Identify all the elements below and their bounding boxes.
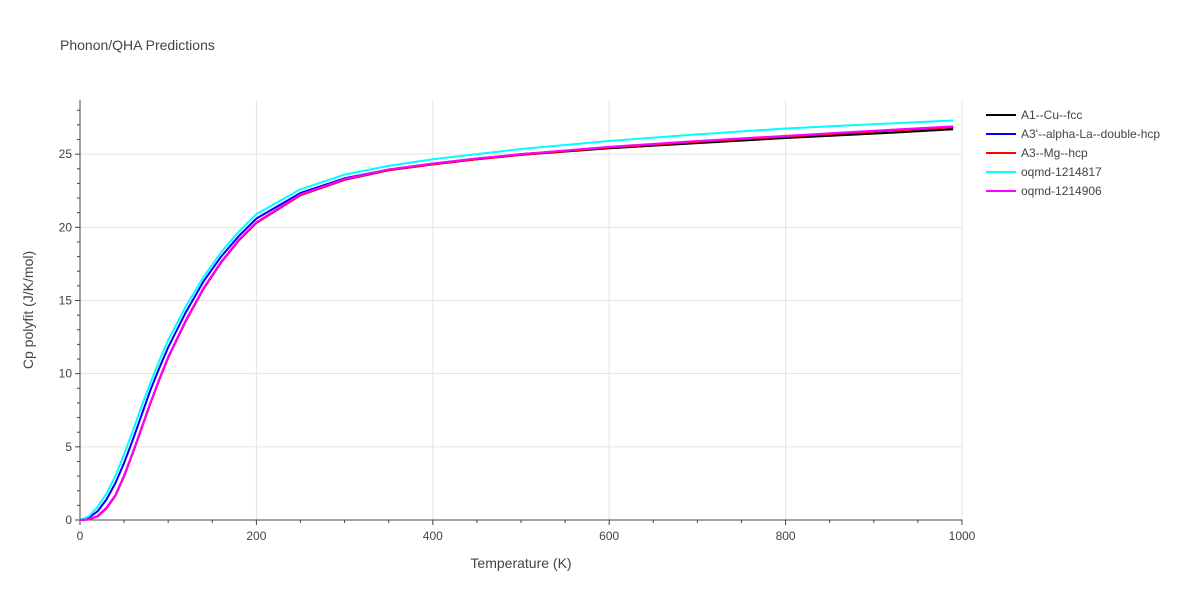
y-tick-label: 20 <box>59 220 73 234</box>
legend-item[interactable]: A3--Mg--hcp <box>986 146 1088 160</box>
x-tick-label: 200 <box>246 529 266 543</box>
legend-item[interactable]: oqmd-1214906 <box>986 184 1102 198</box>
x-tick-label: 400 <box>423 529 443 543</box>
series-line-2 <box>79 126 954 521</box>
y-tick-label: 5 <box>65 440 72 454</box>
legend-label: oqmd-1214817 <box>1021 165 1102 179</box>
series-line-1 <box>79 126 954 521</box>
legend-label: A3--Mg--hcp <box>1021 146 1088 160</box>
grid <box>80 100 963 520</box>
y-tick-label: 15 <box>59 293 73 307</box>
y-axis-title: Cp polyfit (J/K/mol) <box>20 251 36 369</box>
legend-item[interactable]: A1--Cu--fcc <box>986 108 1082 122</box>
chart-title: Phonon/QHA Predictions <box>60 37 215 53</box>
series-line-0 <box>79 128 954 521</box>
series-lines <box>79 119 954 521</box>
series-line-3 <box>79 119 954 521</box>
x-axis-title: Temperature (K) <box>470 555 571 571</box>
legend[interactable]: A1--Cu--fcc A3'--alpha-La--double-hcp A3--… <box>986 108 1160 198</box>
legend-item[interactable]: oqmd-1214817 <box>986 165 1102 179</box>
series-line-4 <box>79 125 954 521</box>
x-tick-label: 800 <box>776 529 796 543</box>
y-tick-label: 0 <box>65 513 72 527</box>
legend-label: A1--Cu--fcc <box>1021 108 1082 122</box>
y-tick-label: 25 <box>59 147 73 161</box>
legend-label: oqmd-1214906 <box>1021 184 1102 198</box>
x-tick-label: 600 <box>599 529 619 543</box>
y-tick-label: 10 <box>59 367 73 381</box>
legend-item[interactable]: A3'--alpha-La--double-hcp <box>986 127 1160 141</box>
x-tick-label: 1000 <box>949 529 976 543</box>
axes: 0 200 400 600 800 1000 0 5 10 15 20 25 <box>59 100 976 543</box>
legend-label: A3'--alpha-La--double-hcp <box>1021 127 1160 141</box>
x-tick-label: 0 <box>77 529 84 543</box>
